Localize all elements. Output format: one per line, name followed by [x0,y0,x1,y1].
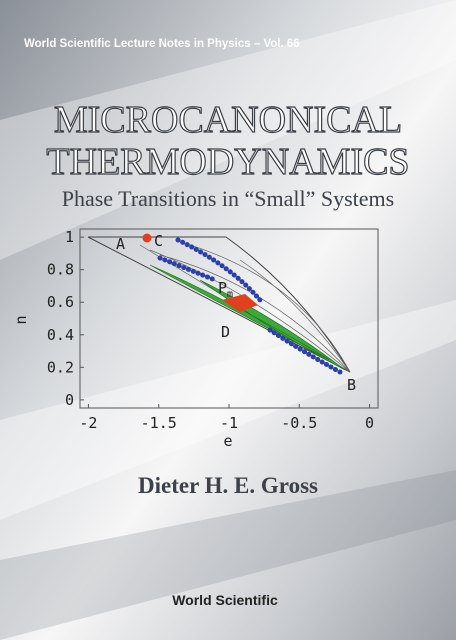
x-tick-label: 0 [365,414,374,432]
title-line: MICROCANONICAL [54,99,402,141]
boundary [87,236,351,373]
y-tick-label: 0.2 [47,358,74,376]
point-label: Pm [218,279,233,300]
y-tick-label: 0 [65,391,74,409]
x-axis-label: e [223,432,232,450]
x-tick-label: -0.5 [281,414,317,432]
y-tick-label: 0.8 [47,261,74,279]
pm-main: P [218,279,227,297]
y-tick-label: 0.6 [47,293,74,311]
point-label: D [221,323,230,341]
subtitle: Phase Transitions in “Small” Systems [62,186,394,211]
light-streak [0,0,456,260]
y-tick-label: 1 [65,228,74,246]
author: Dieter H. E. Gross [138,473,318,498]
y-tick-label: 0.4 [47,326,74,344]
dark-streak [0,470,456,640]
red-region [222,294,258,312]
pm-sub: m [227,289,233,300]
title-line: THERMODYNAMICS [46,141,409,183]
x-tick-label: -1.5 [141,414,177,432]
light-streak [0,300,456,520]
red-point [142,233,152,243]
y-axis-label: n [12,315,30,324]
point-label: C [154,232,163,250]
figure: A B C D Pm e n -2 -1.5 -1 -0.5 0 0 0.2 0.4 0.6 0.… [12,228,379,450]
blue-dots [157,237,343,375]
x-tick-label: -2 [79,414,97,432]
x-tick-label: -1 [220,414,238,432]
point-label: B [347,376,356,394]
series-name: World Scientific Lecture Notes in Physic… [24,38,300,50]
point-label: A [116,235,125,253]
publisher: World Scientific [172,592,278,608]
